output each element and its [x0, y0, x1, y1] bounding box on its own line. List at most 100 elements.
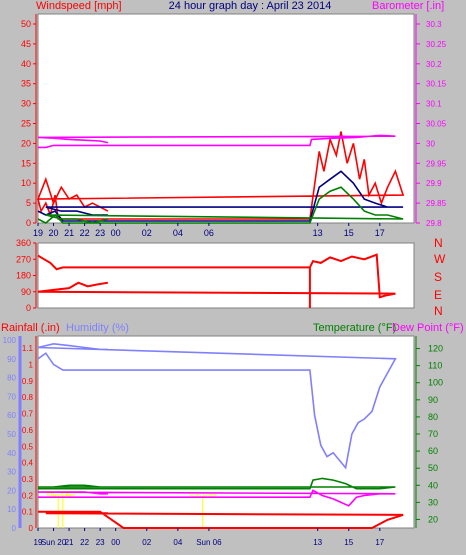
compass-label: N — [434, 304, 443, 318]
barometer-y-tick-label: 30.25 — [426, 40, 447, 49]
temperature-y-tick-label: 110 — [428, 361, 442, 371]
rainfall-y-tick-label: 0.6 — [22, 426, 34, 435]
rainfall-line — [38, 510, 404, 529]
rainfall-y-tick-label: 0.9 — [22, 377, 34, 386]
time-tick-label-bottom: Sun 20 — [41, 538, 67, 547]
direction-y-tick-label: 360 — [16, 238, 31, 248]
wind-y-tick-label: 20 — [21, 138, 31, 148]
temperature-y-tick-label: 20 — [428, 514, 438, 524]
barometer-y-tick-label: 29.8 — [426, 219, 442, 228]
time-tick-label-bottom: 21 — [65, 538, 74, 547]
time-tick-label-bottom: 15 — [344, 538, 353, 547]
barometer-y-tick-label: 30.05 — [426, 120, 447, 129]
humidity-y-tick-label: 30 — [7, 468, 16, 477]
rainfall-y-tick-label: 0.2 — [22, 491, 34, 500]
wind-y-tick-label: 30 — [21, 99, 31, 109]
temperature-y-tick-label: 60 — [428, 446, 438, 456]
temperature-axis-label: Temperature (°F) — [313, 322, 396, 334]
direction-plot-area — [37, 242, 415, 309]
wind-y-tick-label: 0 — [26, 218, 31, 228]
barometer-y-tick-label: 30 — [426, 139, 435, 148]
wind-average-line — [37, 170, 404, 222]
wind-y-tick-label: 45 — [21, 39, 31, 49]
time-tick-label-top: 20 — [49, 228, 59, 238]
humidity-y-tick-label: 60 — [7, 411, 16, 420]
rainfall-y-tick-label: 0.5 — [22, 442, 34, 451]
temperature-y-tick-label: 120 — [428, 344, 443, 354]
temperature-y-tick-label: 70 — [428, 429, 438, 439]
humidity-y-tick-label: 20 — [7, 486, 16, 495]
humidity-y-tick-label: 50 — [7, 430, 16, 439]
time-tick-label-bottom: 19 — [34, 538, 43, 547]
dewpoint-line — [37, 489, 396, 507]
time-tick-label-bottom: 13 — [313, 538, 322, 547]
temperature-y-tick-label: 80 — [428, 412, 438, 422]
time-tick-label-bottom: 02 — [142, 538, 151, 547]
rainfall-y-tick-label: 0.4 — [22, 459, 34, 468]
temp-plot-area — [37, 335, 415, 529]
time-tick-label-top: 19 — [33, 228, 43, 238]
barometer-y-tick-label: 30.15 — [426, 80, 447, 89]
barometer-y-tick-label: 29.9 — [426, 179, 442, 188]
temperature-y-tick-label: 100 — [428, 378, 443, 388]
wind-y-tick-label: 15 — [21, 158, 31, 168]
barometer-y-tick-label: 30.2 — [426, 60, 442, 69]
wind-direction-line — [37, 253, 396, 299]
barometer-line — [37, 134, 396, 149]
rainfall-y-tick-label: 0.1 — [22, 508, 34, 517]
barometer-y-tick-label: 30.3 — [426, 20, 442, 29]
humidity-y-tick-label: 70 — [7, 392, 16, 401]
humidity-y-tick-label: 100 — [3, 336, 17, 345]
wind-y-tick-label: 40 — [21, 59, 31, 69]
chart-title: 24 hour graph day : April 23 2014 — [169, 0, 332, 12]
barometer-y-tick-label: 29.95 — [426, 159, 447, 168]
wind-y-tick-label: 10 — [21, 178, 31, 188]
time-tick-label-bottom: 17 — [375, 538, 384, 547]
time-tick-label-top: 17 — [375, 228, 385, 238]
temperature-y-tick-label: 30 — [428, 497, 438, 507]
wind-low-line — [37, 186, 404, 224]
direction-y-tick-label: 0 — [26, 303, 31, 313]
wind-barometer-panel: 0 5 10 15 20 25 30 35 40 45 50 29.8 29.85 29.9 29.95 30… — [21, 13, 447, 238]
direction-y-tick-label: 180 — [16, 271, 31, 281]
humidity-y-tick-label: 10 — [7, 505, 16, 514]
temperature-y-tick-label: 50 — [428, 463, 438, 473]
wind-y-tick-label: 25 — [21, 119, 31, 129]
rainfall-y-tick-label: 1.1 — [22, 344, 34, 353]
direction-y-tick-label: 90 — [21, 287, 31, 297]
humidity-y-tick-label: 90 — [7, 355, 16, 364]
temperature-y-tick-label: 90 — [428, 395, 438, 405]
direction-y-tick-label: 270 — [16, 254, 31, 264]
temperature-y-tick-label: 40 — [428, 480, 438, 490]
temperature-line — [38, 477, 396, 490]
time-tick-label-top: 06 — [204, 228, 214, 238]
rainfall-y-tick-label: 0.3 — [22, 475, 34, 484]
time-tick-label-top: 15 — [344, 228, 354, 238]
time-tick-label-top: 21 — [64, 228, 74, 238]
barometer-axis-label: Barometer [.in] — [372, 0, 444, 12]
time-tick-label-top: 04 — [173, 228, 183, 238]
barometer-y-tick-label: 29.85 — [426, 199, 447, 208]
compass-label: S — [434, 270, 442, 284]
rainfall-y-tick-label: 0 — [29, 524, 34, 533]
time-tick-label-top: 13 — [313, 228, 323, 238]
rainfall-y-tick-label: 0.7 — [22, 410, 34, 419]
barometer-y-tick-label: 30.1 — [426, 100, 442, 109]
compass-label: N — [434, 236, 443, 250]
time-tick-label-top: 02 — [142, 228, 152, 238]
humidity-y-tick-label: 40 — [7, 449, 16, 458]
wind-y-tick-label: 35 — [21, 79, 31, 89]
rainfall-y-tick-label: 0.8 — [22, 393, 34, 402]
humidity-axis-label: Humidity (%) — [66, 322, 129, 334]
time-tick-label-top: 22 — [80, 228, 90, 238]
time-tick-label-bottom: 23 — [96, 538, 105, 547]
time-tick-label-bottom: Sun 06 — [196, 538, 222, 547]
time-tick-label-bottom: 00 — [111, 538, 120, 547]
compass-label: E — [434, 288, 442, 302]
temp-humidity-panel: 0 0.1 0.2 0.3 0.4 0.5 0.6 0.7 0.8 0.9 1 1.1 0 10 20 30 4… — [3, 335, 443, 547]
rainfall-axis-label: Rainfall (.in) — [1, 322, 60, 334]
wind-y-tick-label: 50 — [21, 19, 31, 29]
